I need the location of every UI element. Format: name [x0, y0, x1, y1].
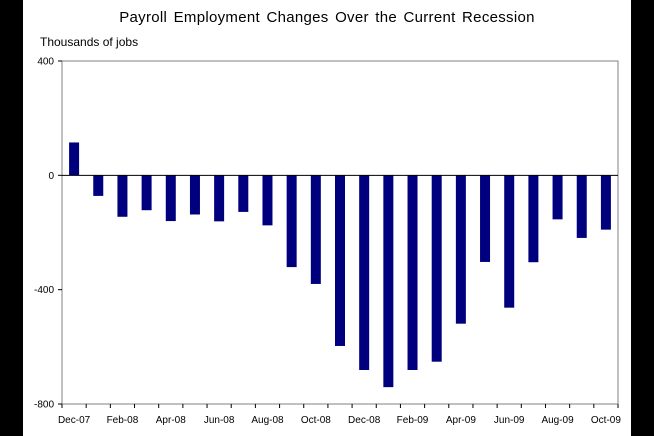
y-tick-label: 0 [48, 171, 54, 182]
x-tick-label: Jun-09 [494, 415, 525, 426]
bar [431, 175, 442, 362]
bar [504, 175, 515, 308]
bar [455, 175, 466, 324]
bar [359, 175, 370, 370]
x-tick-label: Oct-08 [301, 415, 331, 426]
bar [552, 175, 563, 220]
y-tick-label: -400 [34, 285, 54, 296]
bar [576, 175, 587, 238]
bar [69, 142, 80, 176]
bar [117, 175, 128, 217]
bar [528, 175, 539, 263]
bar [93, 175, 104, 196]
bar [286, 175, 297, 268]
bar [238, 175, 249, 212]
bar [383, 175, 394, 388]
x-tick-label: Aug-09 [541, 415, 574, 426]
bar [310, 175, 321, 284]
chart-frame: Payroll Employment Changes Over the Curr… [23, 0, 631, 436]
bar [335, 175, 345, 346]
y-tick-label: 400 [37, 57, 54, 68]
x-tick-label: Dec-07 [58, 415, 91, 426]
x-tick-label: Dec-08 [348, 415, 381, 426]
x-tick-label: Feb-08 [107, 415, 139, 426]
x-tick-label: Feb-09 [397, 415, 429, 426]
x-tick-label: Aug-08 [251, 415, 284, 426]
bar [480, 175, 491, 262]
x-tick-label: Oct-09 [591, 415, 621, 426]
bar [407, 175, 418, 370]
y-tick-label: -800 [34, 400, 54, 411]
bar [165, 175, 176, 222]
bar [262, 175, 273, 226]
x-tick-label: Apr-09 [446, 415, 476, 426]
plot-area: 400 0 -400 -800 Dec-07 Feb-08 Apr-08 Jun-08 Aug-… [34, 57, 621, 427]
bar [214, 175, 225, 222]
x-tick-label: Jun-08 [204, 415, 235, 426]
x-tick-label: Apr-08 [156, 415, 186, 426]
y-axis-label: Thousands of jobs [40, 35, 139, 49]
bar [141, 175, 152, 211]
chart-title: Payroll Employment Changes Over the Curr… [119, 9, 535, 26]
bar [189, 175, 200, 215]
bar [600, 175, 611, 230]
